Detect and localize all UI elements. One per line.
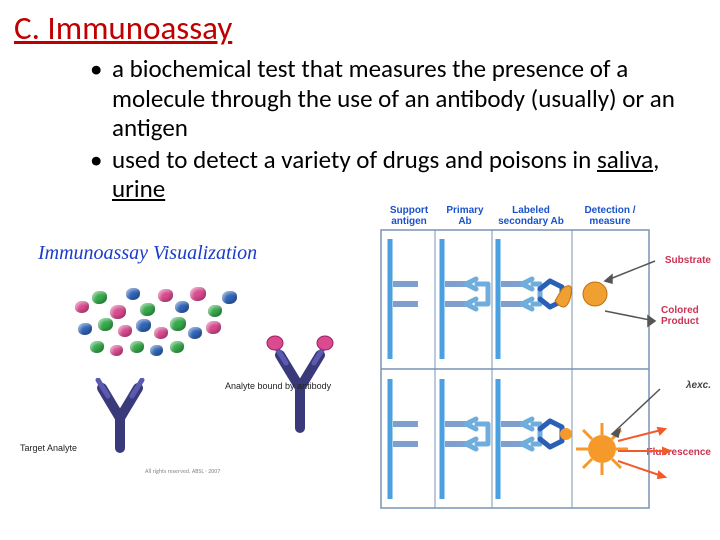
analyte-blob	[206, 321, 221, 334]
copyright-text: All rights reserved. ABSL · 2007	[145, 467, 220, 475]
analyte-blob	[118, 325, 132, 337]
target-analyte-label: Target Analyte	[20, 443, 77, 453]
bullet-text: used to detect a variety of drugs and po…	[112, 144, 597, 175]
col-header: Support antigen	[383, 205, 435, 227]
assay-schematic-icon	[380, 229, 715, 514]
viz-scene: Target Analyte Analyte bound by antibody	[30, 273, 360, 453]
analyte-blob	[130, 341, 144, 353]
analyte-blob	[98, 318, 113, 331]
bullet-text: ,	[653, 144, 659, 175]
analyte-cluster	[70, 283, 240, 373]
bullet-list: a biochemical test that measures the pre…	[0, 48, 720, 204]
analyte-blob	[140, 303, 155, 316]
analyte-blob	[78, 323, 92, 335]
analyte-blob	[75, 301, 89, 313]
col-header: Labeled secondary Ab	[492, 205, 570, 227]
analyte-blob	[190, 287, 206, 301]
bullet-underline: saliva	[597, 144, 653, 175]
analyte-blob	[208, 305, 222, 317]
bullet-underline: urine	[112, 173, 165, 204]
analyte-blob	[188, 327, 202, 339]
analyte-blob	[110, 345, 123, 356]
diagram-row: Immunoassay Visualization	[0, 230, 720, 530]
analyte-blob	[170, 317, 186, 331]
analyte-blob	[158, 289, 173, 302]
analyte-blob	[222, 291, 237, 304]
col-header: Primary Ab	[440, 205, 490, 227]
analyte-blob	[110, 305, 126, 319]
slide-title: C. Immunoassay	[0, 0, 720, 48]
analyte-blob	[136, 319, 151, 332]
bullet-item: a biochemical test that measures the pre…	[90, 54, 690, 143]
viz-title: Immunoassay Visualization	[38, 242, 370, 265]
analyte-blob	[170, 341, 184, 353]
analyte-blob	[92, 291, 107, 304]
analyte-blob	[150, 345, 163, 356]
immunoassay-visualization: Immunoassay Visualization	[30, 242, 370, 453]
analyte-blob	[175, 301, 189, 313]
bullet-item: used to detect a variety of drugs and po…	[90, 145, 690, 204]
analyte-blob	[90, 341, 104, 353]
analyte-blob	[126, 288, 140, 300]
bullet-text: a biochemical test that measures the pre…	[112, 53, 675, 143]
col-header: Detection / measure	[575, 205, 645, 227]
antibody-icon	[90, 378, 150, 453]
bound-label: Analyte bound by antibody	[225, 381, 331, 391]
analyte-blob	[154, 327, 168, 339]
sandwich-assay-diagram: Support antigen Primary Ab Labeled secon…	[380, 205, 715, 515]
